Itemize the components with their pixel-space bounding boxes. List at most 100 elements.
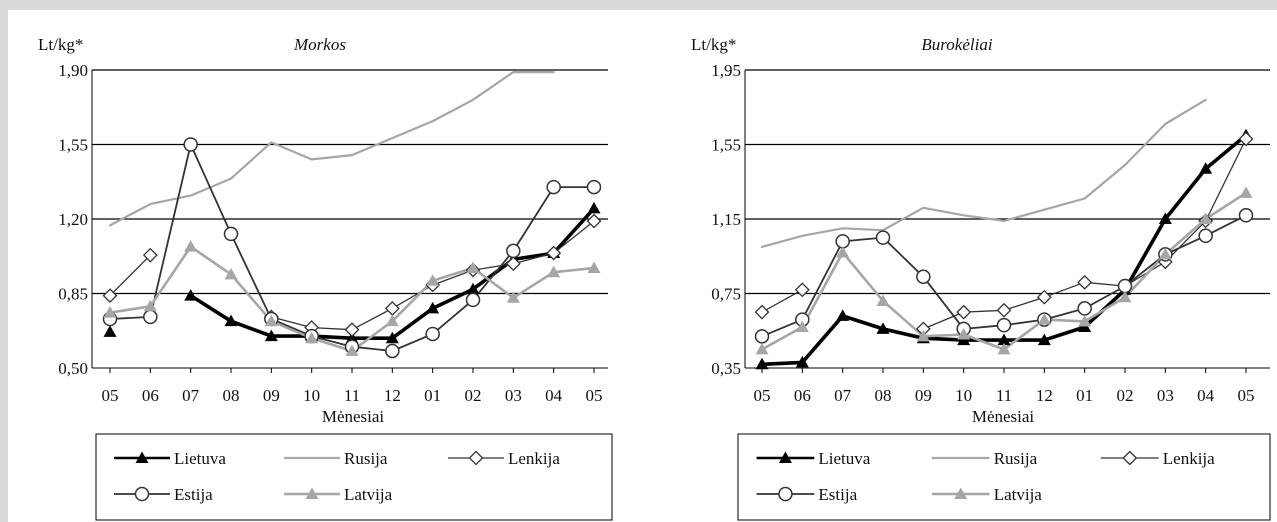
unit-label: Lt/kg* — [691, 35, 736, 54]
series-line — [922, 138, 1247, 330]
figure-frame: Lt/kg* Morkos Mėnesiai 0,50 0,85 1,20 1,55 1… — [8, 10, 1277, 522]
x-tick-label: 10 — [303, 386, 320, 405]
data-point — [143, 299, 157, 312]
data-point — [103, 306, 117, 318]
data-point — [223, 226, 239, 242]
x-tick-label: 04 — [545, 386, 563, 405]
series-line — [761, 289, 803, 313]
series-line — [760, 98, 1207, 248]
x-tick-label: 05 — [1238, 386, 1255, 405]
x-tick-label: 08 — [223, 386, 240, 405]
legend-label: Estija — [818, 485, 857, 504]
data-point — [1158, 247, 1172, 260]
data-point — [957, 327, 971, 340]
data-point — [466, 282, 480, 295]
y-tick-label: 1,20 — [58, 210, 88, 229]
data-point — [224, 267, 238, 280]
unit-label: Lt/kg* — [38, 35, 83, 54]
data-point — [875, 230, 891, 245]
data-point — [305, 331, 319, 344]
data-point — [384, 300, 400, 316]
data-point — [996, 302, 1012, 318]
data-point — [795, 355, 809, 368]
data-point — [102, 288, 118, 304]
data-point — [1158, 212, 1172, 224]
x-tick-label: 10 — [955, 386, 972, 405]
y-tick-label: 0,85 — [58, 285, 88, 304]
data-point — [264, 314, 278, 327]
data-point — [385, 343, 400, 359]
data-point — [264, 329, 278, 342]
x-tick-label: 07 — [834, 386, 852, 405]
x-tick-label: 02 — [465, 386, 482, 405]
legend-swatch-marker — [468, 450, 484, 466]
data-point — [385, 314, 399, 327]
data-point — [547, 265, 561, 278]
y-tick-label: 1,15 — [711, 210, 741, 229]
data-point — [876, 322, 890, 334]
x-tick-label: 05 — [754, 386, 771, 405]
legend-box — [737, 433, 1271, 521]
data-point — [1199, 162, 1213, 174]
x-tick-label: 11 — [344, 386, 360, 405]
y-tick-label: 0,35 — [711, 359, 741, 378]
legend-label: Latvija — [994, 485, 1043, 504]
x-tick-label: 01 — [424, 386, 441, 405]
legend-label: Rusija — [994, 449, 1038, 468]
data-point — [956, 304, 972, 320]
x-tick-label: 03 — [1157, 386, 1174, 405]
x-tick-label: 07 — [182, 386, 200, 405]
data-point — [103, 325, 117, 337]
data-point — [506, 243, 521, 259]
x-axis-label: Mėnesiai — [972, 407, 1035, 426]
data-point — [835, 234, 850, 249]
x-tick-label: 11 — [996, 386, 1012, 405]
data-point — [183, 137, 198, 152]
x-tick-label: 09 — [263, 386, 280, 405]
data-point — [916, 269, 931, 284]
series-line — [109, 254, 151, 297]
x-tick-label: 02 — [1117, 386, 1134, 405]
data-point — [836, 309, 850, 321]
x-tick-label: 06 — [142, 386, 159, 405]
data-point — [345, 344, 359, 356]
data-point — [505, 256, 521, 272]
data-point — [1077, 274, 1093, 290]
data-point — [754, 304, 770, 320]
chart-title: Morkos — [293, 35, 346, 54]
data-point — [425, 326, 440, 342]
legend-swatch-marker — [778, 451, 792, 463]
data-point — [1037, 333, 1051, 346]
legend-swatch-marker — [305, 487, 319, 499]
legend-label: Rusija — [344, 449, 388, 468]
data-point — [795, 320, 809, 333]
data-point — [465, 292, 481, 308]
charts-canvas: Lt/kg* Morkos Mėnesiai 0,50 0,85 1,20 1,55 1… — [38, 35, 1271, 521]
legend-swatch-marker — [1122, 450, 1138, 466]
data-point — [876, 294, 890, 306]
data-point — [426, 274, 440, 286]
data-point — [142, 247, 158, 263]
data-point — [794, 282, 810, 298]
data-point — [587, 261, 601, 273]
data-point — [184, 240, 198, 252]
x-tick-label: 01 — [1076, 386, 1093, 405]
data-point — [426, 301, 440, 314]
legend: Lietuva Rusija Lenkija Estija Latvija — [737, 433, 1271, 521]
data-point — [1198, 228, 1213, 244]
legend-label: Lenkija — [508, 449, 560, 468]
y-tick-label: 0,75 — [711, 285, 741, 304]
legend-label: Latvija — [344, 485, 393, 504]
data-point — [1238, 131, 1254, 147]
data-point — [1078, 314, 1092, 327]
chart-burokeliai: Lt/kg* Burokėliai Mėnesiai 0,35 0,75 1,15 1… — [691, 35, 1271, 521]
data-point — [1036, 289, 1052, 305]
data-point — [916, 329, 930, 342]
data-point — [1238, 208, 1254, 223]
legend-swatch-marker — [954, 487, 968, 499]
x-tick-label: 06 — [794, 386, 811, 405]
x-tick-label: 04 — [1197, 386, 1215, 405]
legend-box — [95, 433, 613, 521]
data-point — [586, 213, 602, 229]
x-tick-label: 09 — [915, 386, 932, 405]
